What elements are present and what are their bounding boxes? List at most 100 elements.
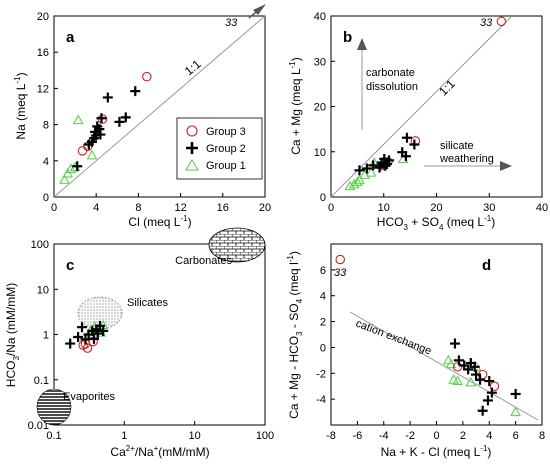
carbonates-region xyxy=(208,227,266,263)
data-point-group-2 xyxy=(76,322,87,333)
x-tick-label: 2 xyxy=(460,430,466,442)
y-tick-label: -4 xyxy=(316,394,326,406)
data-point-group-2 xyxy=(361,163,372,174)
y-tick-label: 0.1 xyxy=(34,375,49,387)
x-tick-label: 0.1 xyxy=(46,430,61,442)
x-tick-label: 16 xyxy=(217,202,229,214)
panel-b-xlabel: HCO3 + SO4 (meq L-1) xyxy=(377,214,495,232)
panel-d-series xyxy=(335,254,521,417)
data-point-group-1 xyxy=(452,375,463,386)
y-tick-label: 1 xyxy=(43,330,49,342)
x-tick-label: 30 xyxy=(483,202,495,214)
data-point-group-2 xyxy=(469,361,480,372)
silicate-arrow-head xyxy=(500,161,512,171)
silicate-label-2: weathering xyxy=(439,153,494,165)
panel-a-yticks: 0 4 8 12 16 20 xyxy=(37,11,58,204)
panel-a-legend: Group 3 Group 2 Group 1 xyxy=(176,117,263,180)
y-tick-label: 2 xyxy=(320,317,326,329)
x-tick-label: 10 xyxy=(189,430,201,442)
y-tick-label: 12 xyxy=(37,83,49,95)
x-tick-label: 0 xyxy=(433,430,439,442)
x-tick-label: -8 xyxy=(326,430,336,442)
data-point-group-2 xyxy=(475,374,486,385)
data-point-group-2 xyxy=(449,338,460,349)
data-point-group-2 xyxy=(94,320,105,331)
data-point-group-2 xyxy=(114,116,125,127)
x-tick-label: 10 xyxy=(378,202,390,214)
data-point-group-2 xyxy=(368,160,379,171)
x-tick-label: 0 xyxy=(51,202,57,214)
data-point-group-2 xyxy=(120,112,131,123)
panel-a-xticks: 0 4 8 12 16 20 xyxy=(51,193,271,214)
x-tick-label: -6 xyxy=(352,430,362,442)
x-tick-label: 8 xyxy=(539,430,545,442)
data-point-group-2 xyxy=(477,405,488,416)
silicates-label: Silicates xyxy=(127,297,168,309)
data-point-group-3 xyxy=(452,362,463,372)
data-point-group-2 xyxy=(73,332,84,343)
data-point-group-1 xyxy=(65,163,77,173)
panel-a-ylabel: Na (meq L-1) xyxy=(13,72,28,139)
data-point-group-2 xyxy=(401,132,412,143)
panel-d-letter: d xyxy=(482,257,491,274)
panel-b-sample-label: 33 xyxy=(480,17,493,29)
data-point-group-1 xyxy=(365,167,377,177)
data-point-group-1 xyxy=(354,174,365,185)
y-tick-label: 4 xyxy=(320,291,326,303)
data-point-group-2 xyxy=(463,364,474,375)
panel-c-xlabel: Ca2+/Na+(mM/mM) xyxy=(110,444,209,459)
data-point-group-3 xyxy=(142,71,152,82)
y-tick-label: 20 xyxy=(37,11,49,23)
y-tick-label: 30 xyxy=(314,56,326,68)
data-point-group-1 xyxy=(352,176,363,187)
data-point-group-2 xyxy=(130,86,141,97)
x-tick-label: 100 xyxy=(256,430,274,442)
legend-group1-label: Group 1 xyxy=(206,160,246,172)
data-point-group-2 xyxy=(381,158,392,169)
panel-a-arrow-shaft xyxy=(248,7,262,19)
data-point-group-3 xyxy=(77,146,88,156)
panel-b: 0 10 20 30 40 0 10 20 30 40 b 1:1 33 carbonate d… xyxy=(288,11,548,232)
data-point-group-2 xyxy=(98,325,109,336)
data-point-group-2 xyxy=(486,387,497,398)
data-point-group-2 xyxy=(471,369,482,380)
y-tick-label: 100 xyxy=(31,239,49,251)
carbonate-label-2: dissolution xyxy=(366,81,418,93)
y-tick-label: 0 xyxy=(320,192,326,204)
data-point-group-2 xyxy=(510,388,521,399)
panel-c-letter: c xyxy=(66,257,74,274)
cation-exchange-line xyxy=(349,311,539,421)
data-point-group-1 xyxy=(62,167,74,178)
data-point-group-2 xyxy=(102,92,113,103)
x-tick-label: -2 xyxy=(405,430,415,442)
silicate-label-1: silicate xyxy=(440,140,474,152)
panel-b-one-to-one-line xyxy=(330,15,513,198)
data-point-group-2 xyxy=(354,165,365,176)
legend-group3-marker xyxy=(186,125,198,137)
x-tick-label: 6 xyxy=(513,430,519,442)
panel-a-frame xyxy=(53,15,266,198)
y-tick-label: -2 xyxy=(316,368,326,380)
carbonate-label-1: carbonate xyxy=(366,67,415,79)
data-point-group-2 xyxy=(380,160,391,171)
data-point-group-2 xyxy=(409,139,420,150)
panel-c-ylabel: HCO3/Na (mM/mM) xyxy=(4,283,21,387)
panel-b-yticks: 0 10 20 30 40 xyxy=(314,11,335,204)
y-tick-label: 20 xyxy=(314,102,326,114)
x-tick-label: 0 xyxy=(328,202,334,214)
data-point-group-2 xyxy=(482,395,493,406)
x-tick-label: 12 xyxy=(174,202,186,214)
data-point-group-3 xyxy=(335,254,345,265)
panel-d: -8 -6 -4 -2 0 2 4 6 8 -4 -2 0 2 4 6 cation exchange d… xyxy=(286,243,545,459)
panel-a: 0 4 8 12 16 20 0 4 8 12 16 20 a 1:1 33 Group 3 Gro… xyxy=(13,4,271,229)
carbonate-arrow-head xyxy=(357,38,367,50)
panel-d-xticks: -8 -6 -4 -2 0 2 4 6 8 xyxy=(326,421,545,442)
y-tick-label: 6 xyxy=(320,265,326,277)
y-tick-label: 10 xyxy=(37,284,49,296)
data-point-group-2 xyxy=(95,129,106,140)
x-tick-label: 4 xyxy=(486,430,492,442)
x-tick-label: 20 xyxy=(430,202,442,214)
panel-d-sample-label: 33 xyxy=(334,267,347,279)
panel-a-sample-label: 33 xyxy=(225,17,238,29)
